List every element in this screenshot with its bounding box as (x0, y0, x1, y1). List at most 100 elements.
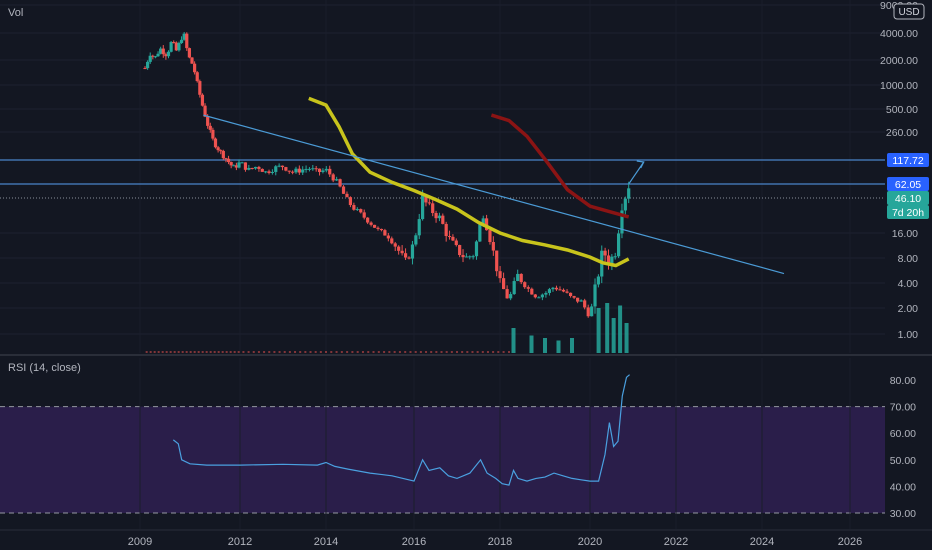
trendline[interactable] (203, 114, 785, 275)
candle-body (386, 235, 390, 239)
price-tick-label: 2000.00 (880, 55, 918, 67)
candle-body (174, 42, 178, 51)
volume-bar (361, 351, 364, 353)
volume-bar (425, 351, 428, 353)
volume-bar (263, 351, 266, 353)
candle-body (307, 168, 312, 170)
candle-body (208, 125, 212, 130)
candle-body (484, 218, 489, 231)
price-pane[interactable]: Vol (0, 0, 885, 353)
volume-bar (543, 338, 547, 353)
volume-bar (181, 351, 184, 353)
candle-body (291, 171, 295, 173)
price-labels: 117.72 62.05 46.10 7d 20h (887, 153, 929, 219)
volume-bar (217, 351, 220, 353)
volume-bar (294, 351, 297, 353)
candle-body (523, 282, 527, 288)
volume-bar (319, 351, 322, 353)
candle-body (444, 223, 448, 237)
candle-body (366, 217, 370, 223)
volume-bar (252, 351, 255, 353)
price-grid (0, 4, 885, 335)
candle-body (447, 236, 452, 238)
arrow-shaft (628, 161, 645, 185)
volume-bar (221, 351, 224, 353)
candle-body (403, 253, 408, 258)
rsi-pane[interactable]: RSI (14, close) 80.00 70.00 60.00 50.00 40.0… (0, 358, 916, 529)
rsi-tick-label: 50.00 (890, 455, 916, 467)
candle-body (488, 230, 492, 243)
time-tick-label: 2020 (578, 536, 602, 548)
candle-body (606, 255, 611, 266)
volume-bar (145, 351, 148, 353)
candle-body (177, 43, 181, 51)
candle-body (427, 202, 431, 204)
price-label-box (887, 191, 929, 205)
time-axis[interactable]: 2009 2012 2014 2016 2018 2020 2022 2024 2026 (128, 536, 862, 548)
candle-body (383, 230, 387, 236)
volume-bar (209, 351, 212, 353)
volume-bar (161, 351, 164, 353)
candle-body (495, 250, 499, 272)
candle-body (379, 228, 384, 231)
volume-bar (229, 351, 232, 353)
volume-bar (189, 351, 192, 353)
candle-body (519, 273, 523, 283)
candle-body (341, 186, 346, 194)
candle-body (253, 166, 258, 169)
candle-body (219, 150, 223, 152)
candle-body (216, 147, 220, 151)
volume-bar (383, 351, 386, 353)
candle-body (151, 55, 155, 57)
candle-body (603, 250, 607, 256)
volume-bar (476, 351, 479, 353)
volume-bar (257, 351, 260, 353)
volume-bar (273, 351, 276, 353)
candle-body (274, 166, 278, 172)
price-tick-label: 16.00 (892, 228, 918, 240)
candle-body (280, 165, 285, 168)
volume-bar (466, 351, 469, 353)
volume-bar (278, 351, 281, 353)
volume-bar (471, 351, 474, 353)
volume-bar (419, 351, 422, 353)
candle-body (193, 63, 197, 73)
volume-bar (213, 351, 216, 353)
volume-bar (193, 351, 196, 353)
candle-body (156, 53, 160, 57)
candle-body (468, 256, 472, 258)
candle-body (441, 215, 445, 224)
candle-body (311, 168, 315, 170)
volume-bar (456, 351, 458, 353)
volume-bar (450, 351, 453, 353)
price-tick-label: 260.00 (886, 127, 918, 139)
time-tick-label: 2022 (664, 536, 688, 548)
candle-body (451, 236, 455, 241)
horizontal-lines[interactable] (0, 159, 885, 199)
candle-body (593, 284, 597, 307)
candle-body (431, 203, 435, 214)
volume-bars (145, 303, 629, 353)
candle-body (610, 256, 614, 266)
volume-bar (481, 351, 484, 353)
volume-bar (330, 351, 333, 353)
candle-body (458, 245, 462, 256)
candle-body (264, 171, 268, 173)
volume-bar (351, 351, 354, 353)
candle-body (169, 42, 173, 52)
currency-badge[interactable]: USD (893, 3, 925, 20)
candle-body (324, 168, 328, 171)
candle-body (596, 276, 600, 285)
rsi-tick-label: 80.00 (890, 375, 916, 387)
candle-body (516, 273, 520, 282)
candle-body (540, 294, 544, 298)
candle-body (613, 256, 617, 258)
price-label-box (887, 177, 929, 191)
price-label-text: 46.10 (895, 193, 921, 205)
candle-body (565, 291, 569, 293)
price-label-box (887, 153, 929, 167)
candle-body (372, 224, 377, 228)
price-axis[interactable]: 9000.004000.002000.001000.00500.00260.00… (880, 0, 929, 341)
candle-body (533, 294, 537, 298)
